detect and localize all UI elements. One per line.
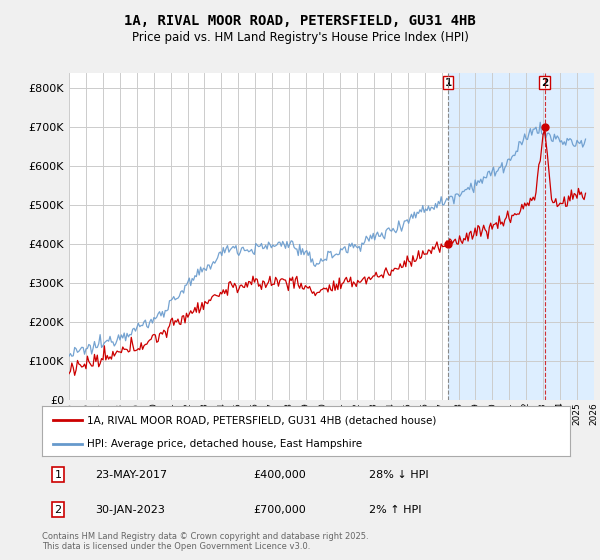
Text: 1A, RIVAL MOOR ROAD, PETERSFIELD, GU31 4HB: 1A, RIVAL MOOR ROAD, PETERSFIELD, GU31 4… (124, 14, 476, 28)
Text: Price paid vs. HM Land Registry's House Price Index (HPI): Price paid vs. HM Land Registry's House … (131, 31, 469, 44)
Text: 23-MAY-2017: 23-MAY-2017 (95, 470, 167, 479)
Text: 1: 1 (55, 470, 61, 479)
Text: 28% ↓ HPI: 28% ↓ HPI (370, 470, 429, 479)
Text: £400,000: £400,000 (253, 470, 306, 479)
Text: HPI: Average price, detached house, East Hampshire: HPI: Average price, detached house, East… (87, 439, 362, 449)
Text: 2: 2 (541, 78, 548, 88)
Text: 2% ↑ HPI: 2% ↑ HPI (370, 505, 422, 515)
Text: 1A, RIVAL MOOR ROAD, PETERSFIELD, GU31 4HB (detached house): 1A, RIVAL MOOR ROAD, PETERSFIELD, GU31 4… (87, 415, 436, 425)
Text: 30-JAN-2023: 30-JAN-2023 (95, 505, 164, 515)
Bar (448, 73, 594, 400)
Text: 2: 2 (54, 505, 61, 515)
Text: £700,000: £700,000 (253, 505, 306, 515)
Text: 1: 1 (445, 78, 452, 88)
Text: Contains HM Land Registry data © Crown copyright and database right 2025.
This d: Contains HM Land Registry data © Crown c… (42, 532, 368, 552)
